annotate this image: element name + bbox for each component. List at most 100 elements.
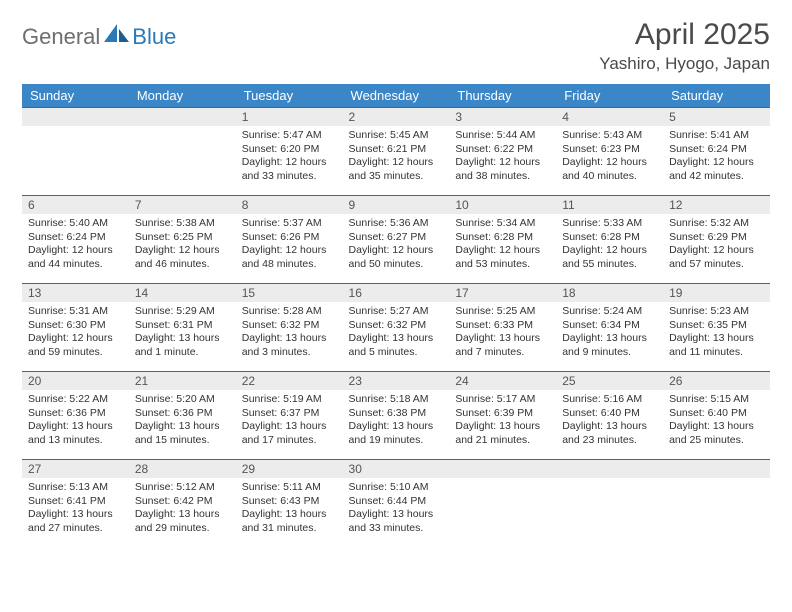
calendar-day-cell: 2Sunrise: 5:45 AMSunset: 6:21 PMDaylight… bbox=[343, 108, 450, 196]
sunrise-text: Sunrise: 5:36 AM bbox=[349, 217, 444, 231]
day-details: Sunrise: 5:33 AMSunset: 6:28 PMDaylight:… bbox=[556, 214, 663, 276]
sunset-text: Sunset: 6:24 PM bbox=[669, 143, 764, 157]
sunrise-text: Sunrise: 5:19 AM bbox=[242, 393, 337, 407]
calendar-day-cell: 12Sunrise: 5:32 AMSunset: 6:29 PMDayligh… bbox=[663, 196, 770, 284]
day-number-bar: 23 bbox=[343, 372, 450, 390]
calendar-day-cell: 5Sunrise: 5:41 AMSunset: 6:24 PMDaylight… bbox=[663, 108, 770, 196]
daylight-text: Daylight: 13 hours and 31 minutes. bbox=[242, 508, 337, 535]
day-details: Sunrise: 5:22 AMSunset: 6:36 PMDaylight:… bbox=[22, 390, 129, 452]
day-details: Sunrise: 5:18 AMSunset: 6:38 PMDaylight:… bbox=[343, 390, 450, 452]
sunset-text: Sunset: 6:28 PM bbox=[562, 231, 657, 245]
calendar-day-cell: 17Sunrise: 5:25 AMSunset: 6:33 PMDayligh… bbox=[449, 284, 556, 372]
day-details: Sunrise: 5:17 AMSunset: 6:39 PMDaylight:… bbox=[449, 390, 556, 452]
sunset-text: Sunset: 6:36 PM bbox=[135, 407, 230, 421]
day-number-bar: 4 bbox=[556, 108, 663, 126]
sunset-text: Sunset: 6:41 PM bbox=[28, 495, 123, 509]
calendar-week-row: 1Sunrise: 5:47 AMSunset: 6:20 PMDaylight… bbox=[22, 108, 770, 196]
day-number-bar: 13 bbox=[22, 284, 129, 302]
day-number-bar: 6 bbox=[22, 196, 129, 214]
calendar-week-row: 27Sunrise: 5:13 AMSunset: 6:41 PMDayligh… bbox=[22, 460, 770, 548]
calendar-day-cell bbox=[449, 460, 556, 548]
day-details: Sunrise: 5:12 AMSunset: 6:42 PMDaylight:… bbox=[129, 478, 236, 540]
sunrise-text: Sunrise: 5:16 AM bbox=[562, 393, 657, 407]
sunset-text: Sunset: 6:25 PM bbox=[135, 231, 230, 245]
daylight-text: Daylight: 13 hours and 5 minutes. bbox=[349, 332, 444, 359]
calendar-day-cell: 24Sunrise: 5:17 AMSunset: 6:39 PMDayligh… bbox=[449, 372, 556, 460]
sunrise-text: Sunrise: 5:29 AM bbox=[135, 305, 230, 319]
day-details: Sunrise: 5:27 AMSunset: 6:32 PMDaylight:… bbox=[343, 302, 450, 364]
day-details: Sunrise: 5:11 AMSunset: 6:43 PMDaylight:… bbox=[236, 478, 343, 540]
weekday-header: Tuesday bbox=[236, 84, 343, 108]
calendar-day-cell: 22Sunrise: 5:19 AMSunset: 6:37 PMDayligh… bbox=[236, 372, 343, 460]
day-details: Sunrise: 5:40 AMSunset: 6:24 PMDaylight:… bbox=[22, 214, 129, 276]
daylight-text: Daylight: 13 hours and 1 minute. bbox=[135, 332, 230, 359]
calendar-body: 1Sunrise: 5:47 AMSunset: 6:20 PMDaylight… bbox=[22, 108, 770, 548]
sunset-text: Sunset: 6:42 PM bbox=[135, 495, 230, 509]
day-number-bar: 26 bbox=[663, 372, 770, 390]
sunset-text: Sunset: 6:30 PM bbox=[28, 319, 123, 333]
weekday-header-row: SundayMondayTuesdayWednesdayThursdayFrid… bbox=[22, 84, 770, 108]
daylight-text: Daylight: 12 hours and 33 minutes. bbox=[242, 156, 337, 183]
sunset-text: Sunset: 6:20 PM bbox=[242, 143, 337, 157]
daylight-text: Daylight: 12 hours and 35 minutes. bbox=[349, 156, 444, 183]
calendar-day-cell: 20Sunrise: 5:22 AMSunset: 6:36 PMDayligh… bbox=[22, 372, 129, 460]
calendar-day-cell: 21Sunrise: 5:20 AMSunset: 6:36 PMDayligh… bbox=[129, 372, 236, 460]
day-number-bar bbox=[556, 460, 663, 478]
day-number-bar bbox=[449, 460, 556, 478]
day-number-bar: 29 bbox=[236, 460, 343, 478]
daylight-text: Daylight: 12 hours and 55 minutes. bbox=[562, 244, 657, 271]
day-number-bar: 17 bbox=[449, 284, 556, 302]
sunset-text: Sunset: 6:29 PM bbox=[669, 231, 764, 245]
calendar-table: SundayMondayTuesdayWednesdayThursdayFrid… bbox=[22, 84, 770, 548]
sunset-text: Sunset: 6:31 PM bbox=[135, 319, 230, 333]
sunset-text: Sunset: 6:24 PM bbox=[28, 231, 123, 245]
day-number-bar: 15 bbox=[236, 284, 343, 302]
sunrise-text: Sunrise: 5:33 AM bbox=[562, 217, 657, 231]
calendar-day-cell: 13Sunrise: 5:31 AMSunset: 6:30 PMDayligh… bbox=[22, 284, 129, 372]
sunset-text: Sunset: 6:35 PM bbox=[669, 319, 764, 333]
sunrise-text: Sunrise: 5:32 AM bbox=[669, 217, 764, 231]
day-details: Sunrise: 5:43 AMSunset: 6:23 PMDaylight:… bbox=[556, 126, 663, 188]
day-details: Sunrise: 5:37 AMSunset: 6:26 PMDaylight:… bbox=[236, 214, 343, 276]
brand-logo: General Blue bbox=[22, 18, 176, 50]
calendar-day-cell: 14Sunrise: 5:29 AMSunset: 6:31 PMDayligh… bbox=[129, 284, 236, 372]
calendar-day-cell: 1Sunrise: 5:47 AMSunset: 6:20 PMDaylight… bbox=[236, 108, 343, 196]
day-details: Sunrise: 5:31 AMSunset: 6:30 PMDaylight:… bbox=[22, 302, 129, 364]
daylight-text: Daylight: 12 hours and 53 minutes. bbox=[455, 244, 550, 271]
sunset-text: Sunset: 6:28 PM bbox=[455, 231, 550, 245]
day-number-bar bbox=[22, 108, 129, 126]
daylight-text: Daylight: 12 hours and 48 minutes. bbox=[242, 244, 337, 271]
sunrise-text: Sunrise: 5:47 AM bbox=[242, 129, 337, 143]
sunrise-text: Sunrise: 5:20 AM bbox=[135, 393, 230, 407]
calendar-day-cell bbox=[556, 460, 663, 548]
sunrise-text: Sunrise: 5:34 AM bbox=[455, 217, 550, 231]
day-number-bar: 11 bbox=[556, 196, 663, 214]
day-details: Sunrise: 5:45 AMSunset: 6:21 PMDaylight:… bbox=[343, 126, 450, 188]
weekday-header: Saturday bbox=[663, 84, 770, 108]
sunset-text: Sunset: 6:39 PM bbox=[455, 407, 550, 421]
day-details: Sunrise: 5:32 AMSunset: 6:29 PMDaylight:… bbox=[663, 214, 770, 276]
daylight-text: Daylight: 13 hours and 33 minutes. bbox=[349, 508, 444, 535]
calendar-week-row: 13Sunrise: 5:31 AMSunset: 6:30 PMDayligh… bbox=[22, 284, 770, 372]
day-details: Sunrise: 5:41 AMSunset: 6:24 PMDaylight:… bbox=[663, 126, 770, 188]
day-details: Sunrise: 5:29 AMSunset: 6:31 PMDaylight:… bbox=[129, 302, 236, 364]
daylight-text: Daylight: 12 hours and 50 minutes. bbox=[349, 244, 444, 271]
calendar-day-cell: 4Sunrise: 5:43 AMSunset: 6:23 PMDaylight… bbox=[556, 108, 663, 196]
daylight-text: Daylight: 13 hours and 9 minutes. bbox=[562, 332, 657, 359]
day-number-bar: 10 bbox=[449, 196, 556, 214]
sunset-text: Sunset: 6:44 PM bbox=[349, 495, 444, 509]
day-number-bar: 9 bbox=[343, 196, 450, 214]
sunrise-text: Sunrise: 5:37 AM bbox=[242, 217, 337, 231]
day-number-bar bbox=[663, 460, 770, 478]
day-details: Sunrise: 5:10 AMSunset: 6:44 PMDaylight:… bbox=[343, 478, 450, 540]
day-number-bar: 14 bbox=[129, 284, 236, 302]
day-details: Sunrise: 5:36 AMSunset: 6:27 PMDaylight:… bbox=[343, 214, 450, 276]
calendar-day-cell bbox=[663, 460, 770, 548]
day-details: Sunrise: 5:24 AMSunset: 6:34 PMDaylight:… bbox=[556, 302, 663, 364]
day-details: Sunrise: 5:19 AMSunset: 6:37 PMDaylight:… bbox=[236, 390, 343, 452]
calendar-day-cell: 8Sunrise: 5:37 AMSunset: 6:26 PMDaylight… bbox=[236, 196, 343, 284]
sunset-text: Sunset: 6:40 PM bbox=[669, 407, 764, 421]
sunset-text: Sunset: 6:26 PM bbox=[242, 231, 337, 245]
weekday-header: Wednesday bbox=[343, 84, 450, 108]
calendar-day-cell: 19Sunrise: 5:23 AMSunset: 6:35 PMDayligh… bbox=[663, 284, 770, 372]
